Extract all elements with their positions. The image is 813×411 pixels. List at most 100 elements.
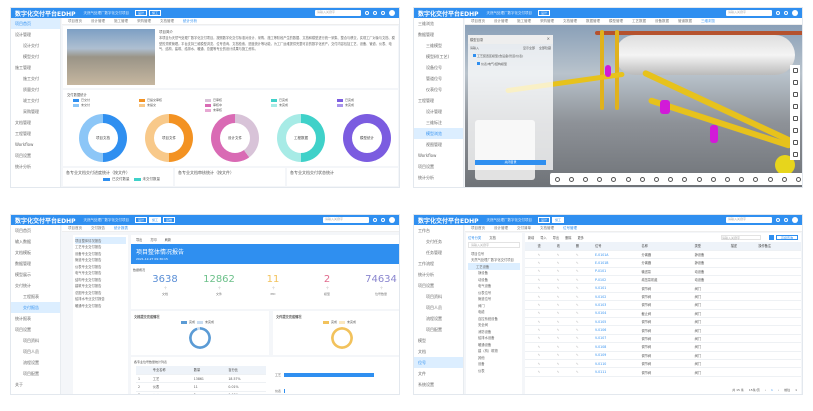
- tab-tag-category[interactable]: 位号分类: [468, 236, 482, 240]
- report-tree-item[interactable]: 工艺专业交付报告: [75, 245, 102, 250]
- row-checkbox[interactable]: [525, 309, 536, 319]
- tab[interactable]: 三维浏览: [701, 18, 715, 23]
- row-checkbox[interactable]: [525, 342, 536, 352]
- view-icon[interactable]: ✎: [535, 342, 555, 352]
- sidebar-item[interactable]: 采购管理: [23, 108, 39, 114]
- row-checkbox[interactable]: [525, 283, 536, 293]
- report-tree-item[interactable]: 给排水专业交付报告: [75, 297, 105, 302]
- sidebar-item[interactable]: 交付任务: [426, 238, 442, 244]
- contrast-icon[interactable]: [668, 176, 674, 182]
- sidebar-item[interactable]: 管道位号: [426, 75, 442, 81]
- sidebar-item[interactable]: 数据管理: [418, 31, 434, 37]
- sidebar-item[interactable]: Workflow: [15, 142, 34, 147]
- sidebar-item[interactable]: 输入数据: [15, 238, 31, 244]
- toolbar-button[interactable]: 导入: [540, 236, 547, 240]
- link-icon[interactable]: ✎: [573, 309, 594, 319]
- sidebar-item[interactable]: 三维标注: [426, 119, 442, 125]
- bell-icon[interactable]: [381, 218, 385, 222]
- tab[interactable]: 项目首页: [68, 225, 82, 230]
- link-icon[interactable]: ✎: [573, 267, 594, 277]
- sidebar-item[interactable]: 统计分析: [418, 271, 434, 277]
- edit-icon[interactable]: ✎: [554, 334, 574, 344]
- checkbox[interactable]: [473, 54, 476, 57]
- filter-icon[interactable]: [792, 92, 798, 98]
- sidebar-item[interactable]: 项目首页: [11, 18, 60, 29]
- sidebar-item[interactable]: 数据管理: [15, 260, 31, 266]
- tag-link[interactable]: V-0102: [593, 292, 640, 302]
- bell-icon[interactable]: [784, 218, 788, 222]
- tree-search-input[interactable]: 请输入关键字: [468, 242, 520, 248]
- tab[interactable]: 数据管理: [586, 18, 600, 23]
- sidebar-item[interactable]: 三维模型: [426, 42, 442, 48]
- house-icon[interactable]: [611, 176, 617, 182]
- tab[interactable]: 施工管理: [517, 18, 531, 23]
- phase-tag[interactable]: 设计: [135, 10, 148, 16]
- sidebar-item[interactable]: 项目设置: [15, 326, 31, 332]
- sidebar-item[interactable]: 统计分析: [15, 163, 31, 169]
- tag-tree-item[interactable]: 暖通设备: [478, 342, 492, 347]
- tab[interactable]: 位号管理: [563, 225, 577, 230]
- camera-icon[interactable]: [792, 127, 798, 133]
- sidebar-item[interactable]: 文档模板: [15, 249, 31, 255]
- table-row[interactable]: ✎ ✎ ✎ V-0104 截止阀 阀门: [525, 309, 801, 319]
- rotate-icon[interactable]: [792, 80, 798, 86]
- tag-link[interactable]: V-0103: [593, 300, 640, 310]
- message-icon[interactable]: [365, 11, 369, 15]
- sidebar-item[interactable]: 竣工交付: [23, 97, 39, 103]
- report-tree-item[interactable]: 仪表专业交付报告: [75, 264, 102, 269]
- view-icon[interactable]: ✎: [535, 267, 555, 277]
- row-checkbox[interactable]: [525, 367, 536, 377]
- report-tree-item[interactable]: 设备专业交付报告: [75, 251, 102, 256]
- edit-icon[interactable]: ✎: [554, 258, 574, 268]
- row-checkbox[interactable]: [525, 250, 536, 260]
- edit-icon[interactable]: ✎: [554, 283, 574, 293]
- tab[interactable]: 文档管理: [540, 225, 554, 230]
- sidebar-item[interactable]: 项目资料: [426, 293, 442, 299]
- tab[interactable]: 项目首页: [471, 18, 485, 23]
- sidebar-item[interactable]: 文件: [418, 370, 426, 376]
- expand-icon[interactable]: [781, 176, 787, 182]
- tag-link[interactable]: V-0107: [593, 334, 640, 344]
- show-all-option[interactable]: 显示全部: [522, 46, 535, 50]
- tag-link[interactable]: V-0108: [593, 342, 640, 352]
- view-icon[interactable]: ✎: [535, 309, 555, 319]
- tab[interactable]: 施工管理: [114, 18, 128, 23]
- row-checkbox[interactable]: [525, 334, 536, 344]
- sidebar-item[interactable]: 统计分析: [418, 174, 434, 180]
- view-icon[interactable]: ✎: [535, 283, 555, 293]
- tab[interactable]: 管道数据: [678, 18, 692, 23]
- edit-icon[interactable]: ✎: [554, 267, 574, 277]
- sidebar-item[interactable]: 项目资料: [23, 337, 39, 343]
- tag-link[interactable]: V-0106: [593, 325, 640, 335]
- link-icon[interactable]: ✎: [573, 300, 594, 310]
- refresh-button[interactable]: 刷新: [164, 238, 172, 242]
- link-icon[interactable]: ✎: [573, 351, 594, 360]
- table-row[interactable]: ✎ ✎ ✎ V-0108 调节阀 阀门: [525, 342, 801, 352]
- tag-link[interactable]: P-0101: [593, 267, 640, 277]
- reset-icon[interactable]: [597, 176, 603, 182]
- list-icon[interactable]: [792, 104, 798, 110]
- edit-icon[interactable]: ✎: [554, 342, 574, 352]
- pen-icon[interactable]: [767, 176, 773, 182]
- bell-icon[interactable]: [784, 11, 788, 15]
- table-row[interactable]: ✎ ✎ ✎ V-0105 调节阀 阀门: [525, 317, 801, 327]
- sidebar-item[interactable]: 质量交付: [23, 86, 39, 92]
- tag-tree-item[interactable]: 项目位号: [471, 251, 485, 256]
- advanced-query-button[interactable]: 高级查询: [776, 235, 798, 240]
- tag-link[interactable]: V-0109: [593, 351, 640, 360]
- view-icon[interactable]: ✎: [535, 334, 555, 344]
- sidebar-item[interactable]: 统计报表: [15, 315, 31, 321]
- project-selector[interactable]: 天然气处理厂数字化交付项目: [83, 10, 130, 15]
- measure-icon[interactable]: [792, 151, 798, 157]
- view-icon[interactable]: ✎: [535, 351, 555, 360]
- phase-tag[interactable]: 施工: [149, 10, 162, 16]
- tab[interactable]: 设备数据: [655, 18, 669, 23]
- row-checkbox[interactable]: [525, 359, 536, 369]
- tag-tree-item[interactable]: 电气设备: [478, 284, 492, 289]
- view-icon[interactable]: ✎: [535, 317, 555, 327]
- sidebar-item[interactable]: 项目首页: [15, 227, 31, 233]
- tab[interactable]: 统计报表: [114, 225, 128, 230]
- sidebar-item[interactable]: 工程报表: [23, 293, 39, 299]
- report-tree-item[interactable]: 暖通专业交付报告: [75, 303, 102, 308]
- catalog-search-input[interactable]: 请输入: [470, 46, 480, 50]
